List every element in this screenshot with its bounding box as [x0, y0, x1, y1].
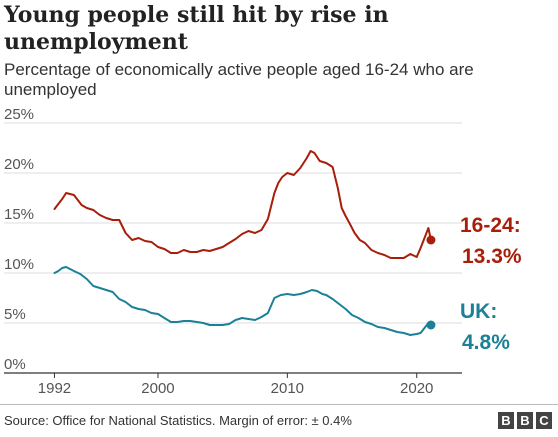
y-tick-label: 10% [4, 256, 34, 273]
x-tick-label: 2020 [400, 380, 433, 397]
bbc-logo-letter: B [517, 412, 533, 429]
series-endpoint-marker [426, 235, 436, 245]
series-end-label: 16-24: [460, 214, 521, 237]
chart-subtitle: Percentage of economically active people… [4, 60, 474, 99]
y-tick-label: 0% [4, 356, 26, 373]
x-tick-label: 2010 [271, 380, 304, 397]
series-line-16-24 [53, 150, 432, 259]
series-line-uk [53, 266, 432, 336]
series-end-value: 13.3% [462, 245, 522, 268]
chart-title: Young people still hit by rise in unempl… [4, 2, 389, 55]
x-tick-label: 2000 [141, 380, 174, 397]
y-tick-label: 20% [4, 156, 34, 173]
bbc-logo-letter: C [536, 412, 552, 429]
y-tick-label: 15% [4, 206, 34, 223]
series-end-value: 4.8% [462, 331, 510, 354]
bbc-logo-letter: B [498, 412, 514, 429]
series-endpoint-marker [426, 320, 436, 330]
x-tick-label: 1992 [38, 380, 71, 397]
gridlines [4, 122, 462, 374]
series-lines [53, 150, 436, 336]
y-axis: 0% 5% 10% 15% 20% 25% [4, 106, 34, 373]
series-end-label: UK: [460, 300, 497, 323]
series-end-labels: 16-24: 13.3% UK: 4.8% [460, 214, 522, 354]
y-tick-label: 5% [4, 306, 26, 323]
footer-divider [0, 404, 558, 405]
bbc-logo: B B C [498, 412, 552, 429]
x-axis: 1992 2000 2010 2020 [38, 373, 433, 397]
source-note: Source: Office for National Statistics. … [4, 413, 352, 428]
line-chart: 0% 5% 10% 15% 20% 25% 1992 2000 2010 2020 16-24:… [4, 106, 522, 397]
y-tick-label: 25% [4, 106, 34, 123]
